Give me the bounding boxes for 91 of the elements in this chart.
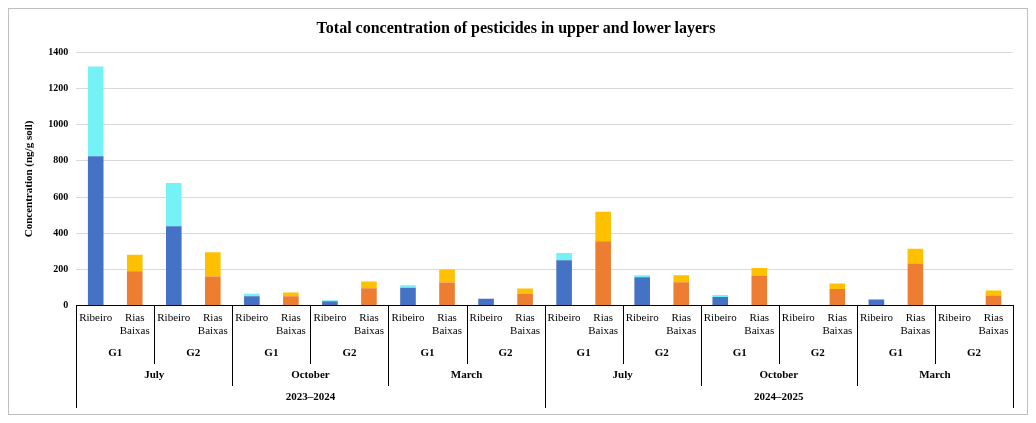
bar [400, 285, 416, 288]
bar [361, 281, 377, 289]
bar [595, 211, 611, 242]
y-tick-label: 0 [63, 299, 69, 311]
x-tick-label: Ribeiro [859, 311, 894, 324]
x-tick-label: Rias Baixas [744, 311, 775, 337]
x-tick-label: Rias Baixas [666, 311, 697, 337]
y-tick-label: 1000 [48, 118, 69, 130]
bar [673, 275, 690, 283]
bar [907, 263, 924, 306]
bar [87, 66, 104, 157]
bar [126, 254, 143, 272]
bar [205, 252, 221, 277]
y-tick-label: 1400 [48, 45, 69, 57]
x-tick-label: Rias Baixas [353, 311, 384, 337]
bar [829, 288, 846, 306]
text: G1 [576, 345, 591, 358]
text: July [144, 367, 165, 380]
bar [751, 267, 768, 277]
bar [868, 299, 885, 306]
x-tick-label: Ribeiro [625, 311, 660, 324]
text: 2023–2024 [285, 389, 336, 402]
y-tick-label: 800 [53, 154, 69, 166]
bar [556, 260, 572, 306]
text: March [450, 367, 483, 380]
x-tick-label: Rias Baixas [510, 311, 541, 337]
bar [244, 296, 260, 306]
bar [478, 298, 494, 306]
text: G2 [966, 345, 982, 358]
text: G1 [420, 345, 435, 358]
text: G2 [342, 345, 357, 358]
text: March [919, 367, 951, 380]
text: 2024–2025 [754, 389, 805, 402]
x-tick-label: Ribeiro [391, 311, 425, 324]
bar [517, 293, 533, 306]
chart-title: Total concentration of pesticides in upper and lower layers [316, 18, 716, 37]
x-tick-label: Rias Baixas [978, 311, 1009, 337]
bar [439, 282, 455, 306]
text: G2 [654, 345, 670, 358]
x-tick-label: Ribeiro [547, 311, 582, 324]
bar [712, 294, 729, 298]
bar [205, 276, 221, 306]
bar [165, 226, 182, 306]
text: G2 [186, 345, 201, 358]
bar [595, 241, 611, 306]
text: G1 [108, 345, 123, 358]
text: G2 [810, 345, 826, 358]
x-tick-label: Rias Baixas [119, 311, 150, 337]
x-tick-label: Ribeiro [79, 311, 113, 324]
y-tick-label: 600 [53, 190, 69, 202]
x-tick-label: Ribeiro [937, 311, 972, 324]
y-tick-label: 400 [53, 226, 69, 238]
text: G2 [498, 345, 514, 358]
bar [400, 287, 416, 306]
bar [165, 183, 182, 227]
x-tick-label: Rias Baixas [197, 311, 228, 337]
text: G1 [264, 345, 279, 358]
bar [673, 282, 690, 306]
text: October [291, 367, 330, 380]
bar [126, 271, 143, 306]
text: July [612, 367, 634, 380]
text: G1 [888, 345, 903, 358]
x-tick-label: Rias Baixas [588, 311, 619, 337]
bar [283, 296, 299, 306]
bar [985, 295, 1002, 306]
x-tick-label: Rias Baixas [900, 311, 931, 337]
x-tick-label: Rias Baixas [432, 311, 462, 337]
bar [517, 288, 533, 294]
y-tick-label: 200 [53, 262, 69, 274]
text: G1 [732, 345, 747, 358]
x-tick-label: Rias Baixas [822, 311, 853, 337]
bar [439, 269, 455, 283]
y-axis-title: Concentration (ng/g soil) [22, 120, 36, 238]
x-tick-label: Rias Baixas [275, 311, 306, 337]
x-tick-label: Ribeiro [313, 311, 347, 324]
bar [634, 275, 650, 278]
bar [712, 297, 729, 306]
bar [87, 156, 104, 306]
x-tick-label: Ribeiro [781, 311, 816, 324]
x-tick-label: Ribeiro [235, 311, 269, 324]
x-tick-label: Ribeiro [703, 311, 738, 324]
bar [556, 253, 572, 261]
bar [322, 301, 338, 306]
bar [634, 277, 650, 306]
bar [751, 276, 768, 306]
x-tick-label: Ribeiro [157, 311, 191, 324]
bar [907, 248, 924, 264]
y-tick-label: 1200 [48, 81, 69, 93]
text: October [759, 367, 799, 380]
x-tick-label: Ribeiro [469, 311, 504, 324]
bar [361, 288, 377, 306]
